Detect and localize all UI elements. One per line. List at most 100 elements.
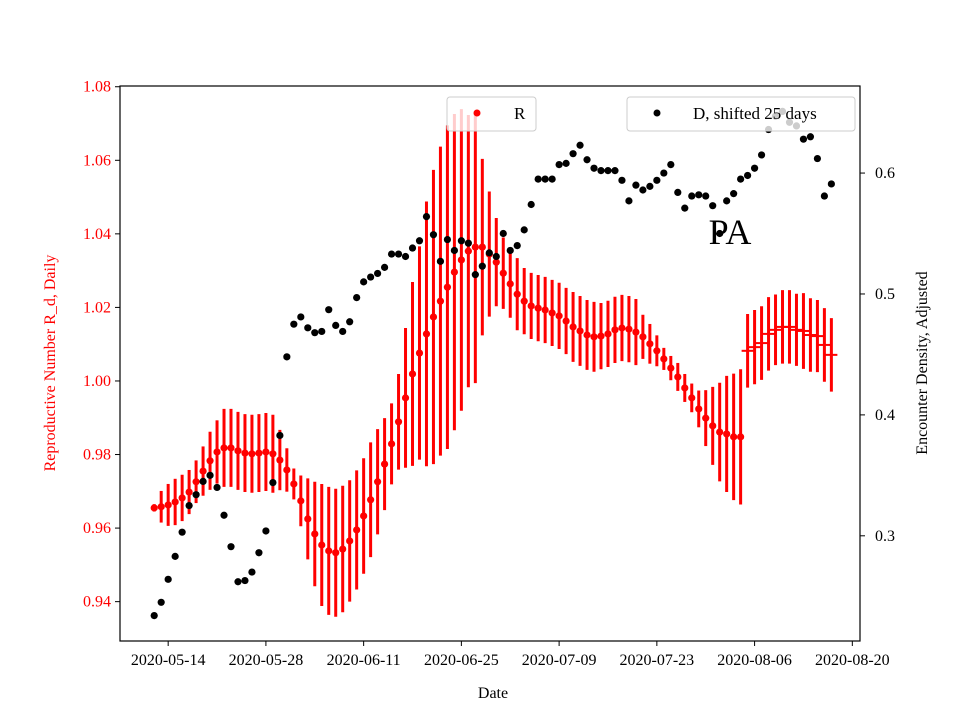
r-point	[737, 369, 745, 505]
r-point	[150, 504, 158, 512]
y-right-tick-label: 0.5	[875, 286, 895, 303]
r-marker	[199, 467, 207, 475]
d-point	[276, 431, 284, 440]
d-point	[374, 269, 382, 278]
d-point	[304, 324, 312, 332]
r-point	[283, 448, 291, 492]
x-tick-label: 2020-08-20	[815, 652, 890, 669]
r-marker	[478, 243, 486, 251]
d-point	[660, 169, 668, 177]
r-point	[825, 318, 838, 392]
d-point	[297, 313, 305, 321]
r-marker	[290, 480, 298, 488]
r-point	[541, 276, 549, 344]
d-point	[415, 237, 424, 245]
x-tick-label: 2020-07-09	[522, 652, 597, 669]
r-point	[695, 390, 703, 428]
d-point	[192, 491, 200, 499]
d-point	[157, 598, 165, 606]
r-marker	[625, 325, 633, 333]
d-point	[353, 294, 361, 302]
d-point	[702, 192, 710, 200]
d-point	[429, 231, 438, 239]
d-point	[597, 167, 605, 175]
r-point	[625, 296, 633, 363]
r-point	[464, 115, 472, 388]
r-point	[611, 296, 619, 363]
r-marker	[597, 332, 605, 340]
d-point	[667, 160, 675, 169]
d-point	[241, 576, 249, 585]
r-point	[506, 250, 514, 318]
r-marker	[646, 340, 654, 348]
r-marker	[499, 269, 507, 277]
legend-r-label: R	[514, 104, 526, 123]
r-marker	[171, 498, 179, 506]
r-marker	[367, 496, 375, 504]
r-marker	[583, 331, 591, 339]
r-marker	[332, 549, 340, 557]
r-point	[618, 294, 626, 362]
r-marker	[150, 504, 158, 512]
d-point	[695, 191, 703, 199]
d-point	[750, 164, 759, 172]
r-point	[346, 480, 354, 602]
r-marker	[318, 541, 326, 549]
r-marker	[157, 503, 165, 511]
r-point	[290, 468, 298, 500]
y-left-tick-label: 0.94	[83, 594, 111, 611]
d-point	[820, 192, 828, 200]
d-point	[688, 192, 696, 200]
r-point	[492, 218, 500, 307]
legend-r-marker	[473, 109, 481, 117]
d-point	[199, 477, 207, 485]
r-point	[818, 308, 831, 382]
r-point	[360, 458, 368, 574]
y-right-tick-label: 0.6	[875, 165, 895, 182]
r-marker	[541, 306, 549, 314]
r-marker	[241, 449, 249, 457]
r-marker	[464, 247, 472, 255]
d-point	[562, 159, 570, 167]
r-marker	[234, 447, 242, 455]
d-point	[164, 575, 172, 583]
r-marker	[576, 327, 584, 335]
legend-d-marker	[653, 109, 661, 117]
r-marker	[255, 449, 263, 457]
r-marker	[415, 349, 424, 357]
r-marker	[394, 418, 403, 426]
y-left-tick-label: 0.96	[83, 520, 111, 537]
d-point	[813, 154, 822, 163]
r-marker	[632, 328, 640, 336]
r-point	[583, 300, 591, 370]
d-point	[827, 180, 835, 188]
r-marker	[520, 297, 528, 305]
r-marker	[569, 323, 577, 331]
r-marker	[248, 450, 256, 458]
r-point	[394, 373, 403, 470]
r-marker	[387, 440, 396, 448]
x-tick-label: 2020-05-28	[229, 652, 304, 669]
r-marker	[262, 448, 270, 456]
r-point	[674, 362, 682, 391]
d-series	[150, 107, 835, 620]
r-marker	[562, 317, 570, 325]
d-point	[576, 141, 584, 149]
d-point	[185, 501, 193, 510]
d-point	[583, 156, 591, 164]
r-marker	[450, 268, 458, 276]
r-point	[702, 390, 710, 447]
y-axis-left-label: Reproductive Number R_d, Daily	[42, 255, 59, 472]
r-marker	[506, 280, 514, 288]
d-point	[681, 204, 689, 212]
d-point	[632, 181, 640, 189]
r-marker	[374, 478, 382, 486]
state-annotation: PA	[709, 212, 752, 252]
r-point	[576, 296, 584, 366]
legend-d-label: D, shifted 25 days	[693, 104, 817, 123]
d-point	[674, 188, 682, 197]
r-point	[790, 293, 803, 366]
r-point	[332, 488, 340, 617]
y-left-tick-label: 1.06	[83, 152, 111, 169]
axes: 2020-05-14 2020-05-28 2020-06-11 2020-06-25…	[83, 79, 895, 669]
